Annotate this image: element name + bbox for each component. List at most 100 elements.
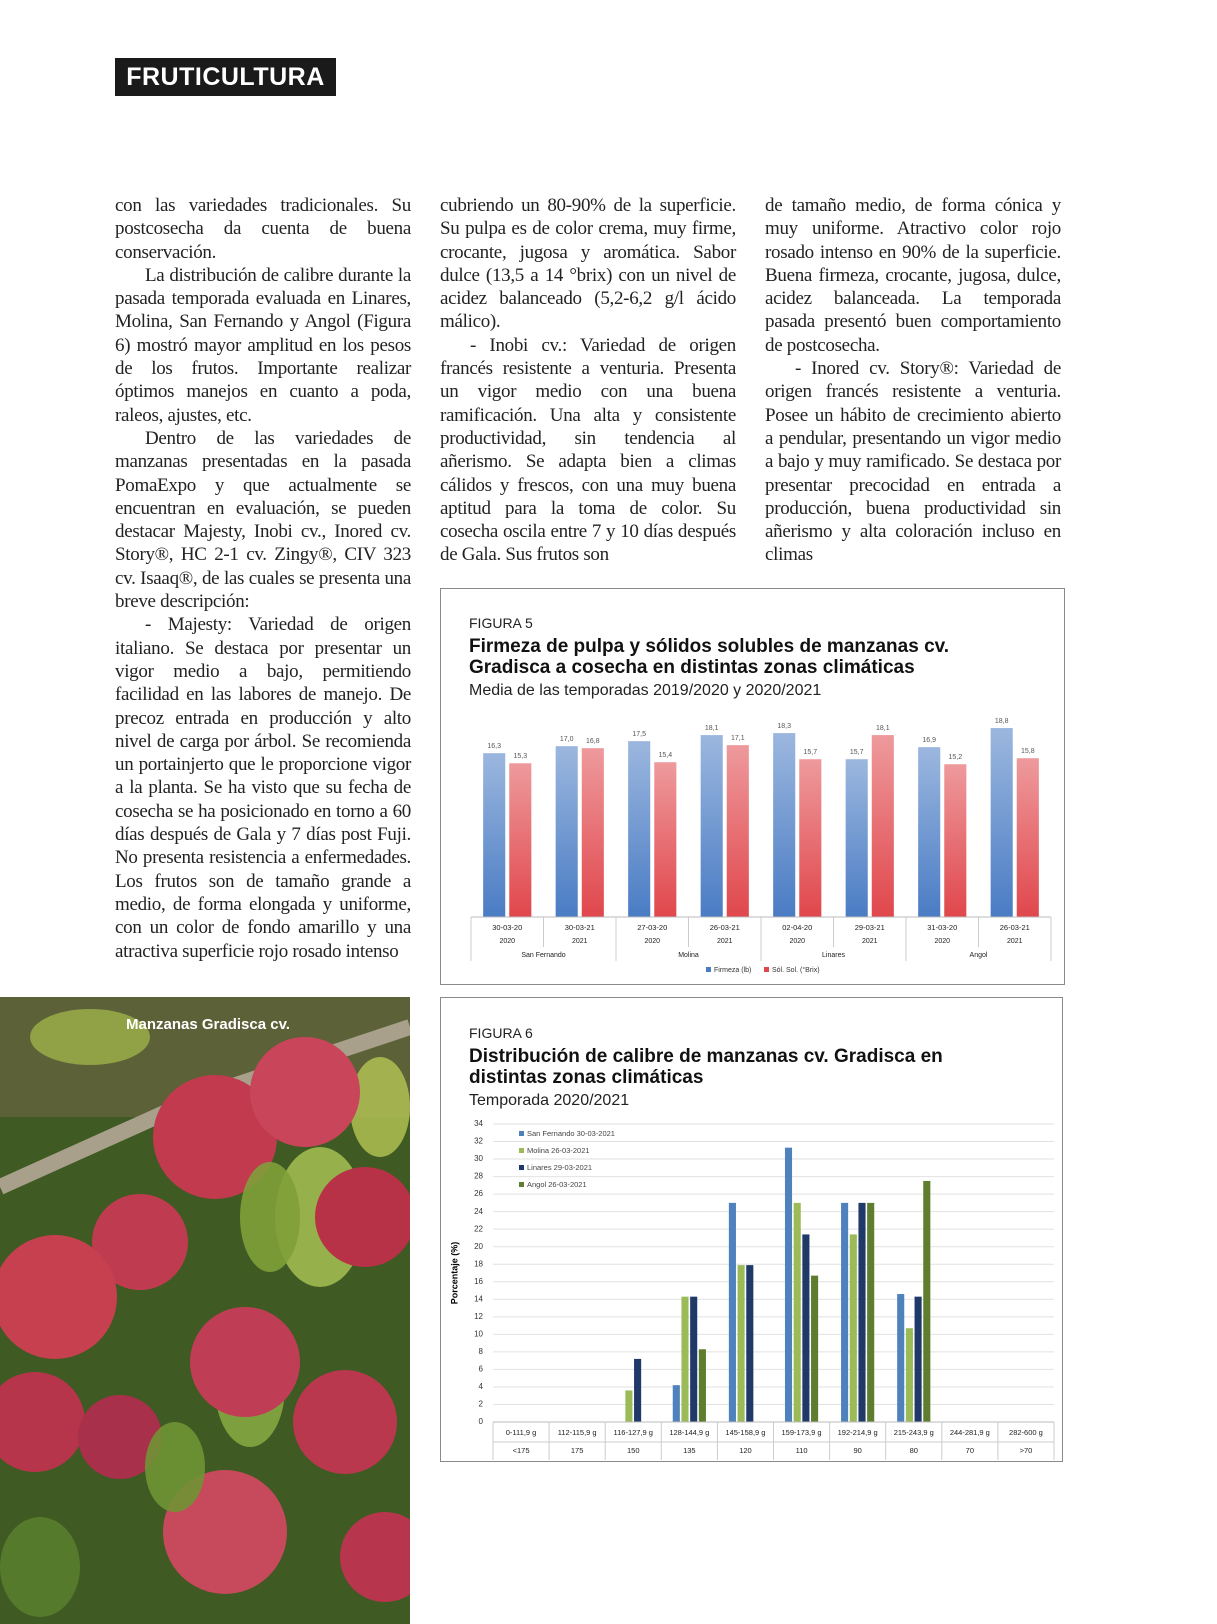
y-tick-label: 34 <box>474 1119 483 1128</box>
paragraph: cubriendo un 80-90% de la superficie. Su… <box>440 195 736 333</box>
legend-swatch <box>519 1182 524 1187</box>
value-label: 15,7 <box>850 749 864 756</box>
legend-label: Firmeza (lb) <box>714 967 751 974</box>
bar <box>698 1349 706 1422</box>
x-tick-sublabel: 90 <box>853 1446 861 1455</box>
y-tick-label: 0 <box>479 1417 484 1426</box>
text-column: cubriendo un 80-90% de la superficie. Su… <box>440 194 736 567</box>
figure-label: FIGURA 5 <box>469 615 533 631</box>
x-tick-label: 116-127,9 g <box>614 1428 653 1437</box>
chart: 0246810121416182022242628303234Porcentaj… <box>449 1119 1055 1460</box>
x-tick-label: 159-173,9 g <box>782 1428 822 1437</box>
x-tick-sublabel: <175 <box>513 1446 530 1455</box>
paragraph: de tamaño medio, de forma cónica y muy u… <box>765 195 1061 356</box>
x-tick-label: 145-158,9 g <box>725 1428 765 1437</box>
bar <box>849 1234 857 1422</box>
x-tick-label: 26-03-21 <box>710 923 740 932</box>
figure: 0 2 4 6 8 10 12 14 16 18 20 22 24 26 28 30 32 34 Porcentaj… <box>440 997 1063 1462</box>
y-tick-label: 20 <box>474 1242 483 1251</box>
bar <box>811 1275 819 1422</box>
x-tick-label: 0-111,9 g <box>506 1428 537 1437</box>
value-label: 15,2 <box>948 754 962 761</box>
bar <box>923 1180 931 1422</box>
bar <box>914 1296 922 1422</box>
bar <box>700 735 723 917</box>
bar <box>944 764 967 917</box>
paragraph: - Inored cv. Story®: Variedad de origen … <box>765 358 1061 566</box>
bar <box>845 759 868 917</box>
y-tick-label: 30 <box>474 1154 483 1163</box>
legend-label: Sól. Sol. (°Brix) <box>772 966 820 974</box>
y-tick-label: 10 <box>474 1329 483 1338</box>
x-tick-sublabel: 2021 <box>717 938 733 945</box>
value-label: 15,8 <box>1021 748 1035 755</box>
y-tick-label: 28 <box>474 1172 483 1181</box>
x-tick-sublabel: 2021 <box>572 938 588 945</box>
x-tick-sublabel: 2021 <box>1007 938 1023 945</box>
value-label: 16,3 <box>487 743 501 750</box>
y-axis-label: Porcentaje (%) <box>449 1242 459 1305</box>
legend-label: Linares 29-03-2021 <box>527 1163 592 1172</box>
paragraph: - Majesty: Variedad de origen italiano. … <box>115 614 411 962</box>
x-tick-label: 29-03-21 <box>855 923 885 932</box>
y-tick-label: 6 <box>479 1365 484 1374</box>
y-tick-label: 8 <box>479 1347 484 1356</box>
y-tick-label: 14 <box>474 1294 483 1303</box>
photo <box>0 997 410 1624</box>
bar <box>625 1390 633 1422</box>
value-label: 16,9 <box>922 737 936 744</box>
x-tick-sublabel: 80 <box>910 1446 918 1455</box>
bar <box>628 741 651 917</box>
paragraph: La distribución de calibre durante la pa… <box>115 264 411 426</box>
x-tick-label: 215-243,9 g <box>894 1428 934 1437</box>
value-label: 17,5 <box>632 731 646 738</box>
bar <box>897 1294 905 1422</box>
bar <box>990 728 1013 917</box>
value-label: 15,3 <box>513 753 527 760</box>
value-label: 18,1 <box>876 725 890 732</box>
y-tick-label: 2 <box>479 1400 484 1409</box>
legend-swatch <box>519 1131 524 1136</box>
bar <box>690 1296 698 1422</box>
x-tick-label: 26-03-21 <box>1000 923 1030 932</box>
y-tick-label: 18 <box>474 1259 483 1268</box>
bar <box>841 1202 849 1422</box>
bar <box>728 1202 736 1422</box>
x-tick-sublabel: 2020 <box>499 938 515 945</box>
x-tick-sublabel: >70 <box>1020 1446 1033 1455</box>
bar <box>726 745 749 917</box>
chart-subtitle: Temporada 2020/2021 <box>469 1092 630 1109</box>
bar <box>681 1296 689 1422</box>
x-tick-label: 192-214,9 g <box>838 1428 878 1437</box>
bar <box>858 1202 866 1422</box>
chart-title: Firmeza de pulpa y sólidos solubles de m… <box>469 636 950 678</box>
bar <box>905 1328 913 1422</box>
x-tick-label: 31-03-20 <box>927 923 957 932</box>
y-tick-label: 12 <box>474 1312 483 1321</box>
bar <box>581 748 604 917</box>
bar <box>871 735 894 917</box>
bar <box>799 759 822 917</box>
bar <box>509 763 532 917</box>
group-label: Molina <box>678 952 699 959</box>
x-tick-sublabel: 2020 <box>644 938 660 945</box>
bar <box>654 762 677 917</box>
bar <box>784 1147 793 1422</box>
bar <box>793 1202 801 1422</box>
figure-label: FIGURA 6 <box>469 1025 533 1041</box>
legend-label: Angol 26-03-2021 <box>527 1180 587 1189</box>
y-tick-label: 4 <box>479 1382 484 1391</box>
legend-swatch <box>519 1165 524 1170</box>
x-tick-sublabel: 110 <box>796 1446 808 1455</box>
y-tick-label: 22 <box>474 1224 483 1233</box>
x-tick-sublabel: 150 <box>627 1446 640 1455</box>
text-column: con las variedades tradicionales. Su pos… <box>115 194 411 963</box>
figure: 16,3 17,0 17,5 18,1 18,3 15,7 16,9 18,8 15,3 16,8… <box>440 588 1065 985</box>
value-label: 17,0 <box>560 736 574 743</box>
paragraph: con las variedades tradicionales. Su pos… <box>115 195 411 263</box>
legend-swatch <box>519 1148 524 1153</box>
value-label: 18,8 <box>995 718 1009 725</box>
x-tick-sublabel: 135 <box>683 1446 696 1455</box>
bar <box>746 1265 754 1422</box>
